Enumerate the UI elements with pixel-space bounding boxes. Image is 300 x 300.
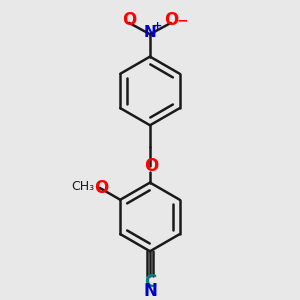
Text: N: N	[144, 25, 156, 40]
Text: O: O	[122, 11, 136, 29]
Text: O: O	[164, 11, 178, 29]
Text: +: +	[153, 21, 162, 31]
Text: −: −	[176, 14, 188, 28]
Text: C: C	[144, 273, 156, 291]
Text: N: N	[143, 282, 157, 300]
Text: O: O	[94, 179, 108, 197]
Text: O: O	[144, 157, 159, 175]
Text: CH₃: CH₃	[72, 180, 95, 193]
